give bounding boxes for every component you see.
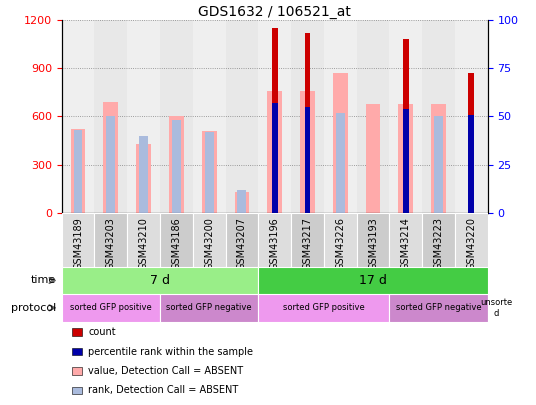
Text: protocol: protocol bbox=[11, 303, 56, 313]
Bar bbox=[291, 20, 324, 213]
Text: count: count bbox=[88, 327, 116, 337]
Text: GSM43210: GSM43210 bbox=[139, 217, 148, 270]
Bar bbox=[390, 294, 488, 322]
Bar bbox=[258, 20, 291, 213]
Bar bbox=[300, 91, 315, 213]
Bar bbox=[336, 113, 345, 213]
Title: GDS1632 / 106521_at: GDS1632 / 106521_at bbox=[198, 5, 351, 19]
Bar bbox=[267, 91, 282, 213]
Bar bbox=[94, 213, 127, 267]
Bar bbox=[226, 20, 258, 213]
Bar bbox=[356, 213, 390, 267]
Text: 17 d: 17 d bbox=[359, 274, 387, 287]
Bar bbox=[422, 20, 455, 213]
Text: GSM43223: GSM43223 bbox=[434, 217, 444, 270]
Bar bbox=[422, 213, 455, 267]
Bar bbox=[235, 192, 249, 213]
Bar bbox=[160, 294, 258, 322]
Text: GSM43220: GSM43220 bbox=[466, 217, 477, 270]
Bar bbox=[62, 213, 94, 267]
Bar bbox=[205, 132, 213, 213]
Bar bbox=[202, 131, 217, 213]
Text: sorted GFP negative: sorted GFP negative bbox=[166, 303, 252, 312]
Text: unsorte
d: unsorte d bbox=[480, 298, 512, 318]
Bar bbox=[272, 103, 278, 213]
Bar bbox=[94, 20, 127, 213]
Text: sorted GFP positive: sorted GFP positive bbox=[70, 303, 152, 312]
Text: GSM43196: GSM43196 bbox=[270, 217, 280, 270]
Bar bbox=[62, 267, 258, 294]
Bar bbox=[455, 20, 488, 213]
Text: sorted GFP positive: sorted GFP positive bbox=[283, 303, 364, 312]
Bar bbox=[73, 130, 83, 213]
Bar bbox=[139, 136, 148, 213]
Bar bbox=[258, 213, 291, 267]
Bar bbox=[356, 20, 390, 213]
Bar bbox=[160, 213, 193, 267]
Bar bbox=[403, 40, 409, 213]
Text: GSM43214: GSM43214 bbox=[401, 217, 411, 270]
Text: GSM43207: GSM43207 bbox=[237, 217, 247, 270]
Text: GSM43189: GSM43189 bbox=[73, 217, 83, 270]
Bar bbox=[488, 294, 504, 322]
Bar bbox=[324, 20, 356, 213]
Text: 7 d: 7 d bbox=[150, 274, 170, 287]
Bar bbox=[62, 20, 94, 213]
Bar bbox=[468, 115, 474, 213]
Bar bbox=[431, 104, 446, 213]
Text: GSM43186: GSM43186 bbox=[172, 217, 181, 270]
Bar bbox=[62, 294, 160, 322]
Bar bbox=[127, 20, 160, 213]
Text: GSM43193: GSM43193 bbox=[368, 217, 378, 270]
Bar bbox=[106, 117, 115, 213]
Text: GSM43217: GSM43217 bbox=[302, 217, 312, 270]
Bar bbox=[160, 20, 193, 213]
Bar bbox=[136, 144, 151, 213]
Bar bbox=[193, 213, 226, 267]
Bar bbox=[258, 294, 390, 322]
Bar bbox=[103, 102, 118, 213]
Bar bbox=[272, 28, 278, 213]
Bar bbox=[304, 33, 310, 213]
Bar bbox=[127, 213, 160, 267]
Bar bbox=[333, 73, 348, 213]
Bar bbox=[398, 104, 413, 213]
Bar bbox=[455, 213, 488, 267]
Bar bbox=[390, 213, 422, 267]
Bar bbox=[390, 20, 422, 213]
Bar bbox=[258, 267, 488, 294]
Bar bbox=[434, 117, 443, 213]
Text: percentile rank within the sample: percentile rank within the sample bbox=[88, 347, 254, 356]
Text: value, Detection Call = ABSENT: value, Detection Call = ABSENT bbox=[88, 366, 243, 376]
Bar bbox=[366, 104, 381, 213]
Text: rank, Detection Call = ABSENT: rank, Detection Call = ABSENT bbox=[88, 386, 239, 395]
Bar bbox=[324, 213, 356, 267]
Bar bbox=[468, 73, 474, 213]
Text: time: time bbox=[31, 275, 56, 286]
Bar bbox=[169, 117, 184, 213]
Bar bbox=[71, 129, 85, 213]
Bar bbox=[172, 120, 181, 213]
Text: GSM43200: GSM43200 bbox=[204, 217, 214, 270]
Text: sorted GFP negative: sorted GFP negative bbox=[396, 303, 481, 312]
Text: GSM43226: GSM43226 bbox=[335, 217, 345, 270]
Text: GSM43203: GSM43203 bbox=[106, 217, 116, 270]
Bar bbox=[226, 213, 258, 267]
Bar bbox=[304, 107, 310, 213]
Bar bbox=[291, 213, 324, 267]
Bar bbox=[237, 190, 247, 213]
Bar bbox=[193, 20, 226, 213]
Bar bbox=[403, 109, 409, 213]
